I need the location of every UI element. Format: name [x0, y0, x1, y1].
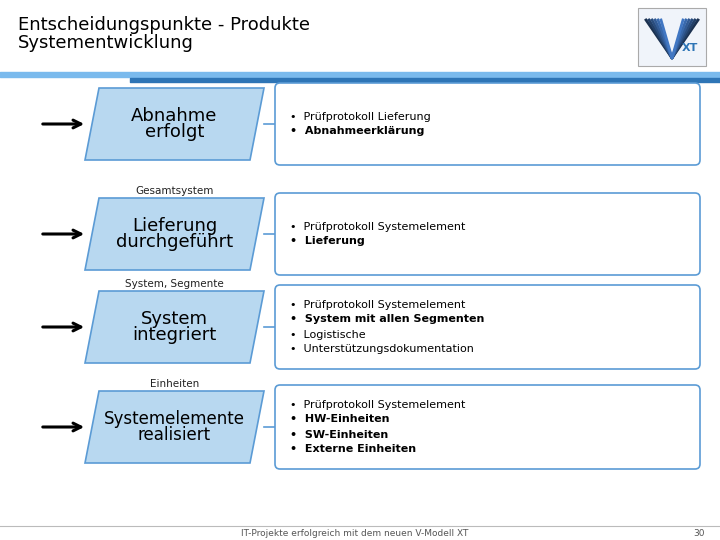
- Text: 30: 30: [693, 530, 705, 538]
- Text: durchgeführt: durchgeführt: [116, 233, 233, 251]
- Text: Systementwicklung: Systementwicklung: [18, 34, 194, 52]
- Text: Gesamtsystem: Gesamtsystem: [135, 186, 214, 196]
- Text: •  System mit allen Segmenten: • System mit allen Segmenten: [290, 314, 485, 325]
- FancyBboxPatch shape: [275, 285, 700, 369]
- FancyBboxPatch shape: [275, 83, 700, 165]
- Text: •  Prüfprotokoll Systemelement: • Prüfprotokoll Systemelement: [290, 400, 465, 409]
- FancyBboxPatch shape: [638, 8, 706, 66]
- Text: •  Unterstützungsdokumentation: • Unterstützungsdokumentation: [290, 345, 474, 354]
- FancyBboxPatch shape: [275, 385, 700, 469]
- Polygon shape: [85, 198, 264, 270]
- Text: •  Externe Einheiten: • Externe Einheiten: [290, 444, 416, 455]
- Text: Lieferung: Lieferung: [132, 217, 217, 235]
- Text: Einheiten: Einheiten: [150, 379, 199, 389]
- Text: System: System: [141, 310, 208, 328]
- Text: Entscheidungspunkte - Produkte: Entscheidungspunkte - Produkte: [18, 16, 310, 34]
- Text: •  Prüfprotokoll Lieferung: • Prüfprotokoll Lieferung: [290, 111, 431, 122]
- Text: IT-Projekte erfolgreich mit dem neuen V-Modell XT: IT-Projekte erfolgreich mit dem neuen V-…: [241, 530, 469, 538]
- Text: Abnahme: Abnahme: [131, 107, 217, 125]
- Text: •  Prüfprotokoll Systemelement: • Prüfprotokoll Systemelement: [290, 300, 465, 309]
- Text: realisiert: realisiert: [138, 426, 211, 444]
- Text: •  Prüfprotokoll Systemelement: • Prüfprotokoll Systemelement: [290, 221, 465, 232]
- Polygon shape: [85, 391, 264, 463]
- Text: •  Logistische: • Logistische: [290, 329, 366, 340]
- Polygon shape: [85, 291, 264, 363]
- Text: System, Segmente: System, Segmente: [125, 279, 224, 289]
- Text: •  HW-Einheiten: • HW-Einheiten: [290, 415, 390, 424]
- Text: •  Abnahmeerklärung: • Abnahmeerklärung: [290, 126, 424, 137]
- Text: erfolgt: erfolgt: [145, 123, 204, 141]
- Text: XT: XT: [682, 43, 698, 53]
- Text: •  SW-Einheiten: • SW-Einheiten: [290, 429, 388, 440]
- Text: integriert: integriert: [132, 326, 217, 344]
- Polygon shape: [85, 88, 264, 160]
- Text: Systemelemente: Systemelemente: [104, 410, 245, 428]
- Text: •  Lieferung: • Lieferung: [290, 237, 365, 246]
- FancyBboxPatch shape: [275, 193, 700, 275]
